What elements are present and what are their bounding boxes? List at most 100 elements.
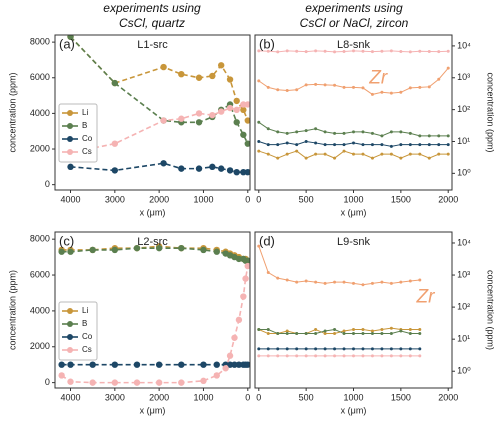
data-point [276,332,280,336]
data-point [155,244,163,252]
data-point [399,280,403,284]
x-tick-label: 2000 [149,194,169,204]
x-tick-label: 3000 [105,194,125,204]
y-tick-label: 4000 [30,305,50,315]
data-point [257,79,261,83]
data-point [352,332,355,336]
data-point [295,143,299,147]
panel-label: (d) [259,233,275,248]
data-point [361,332,365,336]
y-tick-label: 10⁰ [457,168,471,178]
data-point [446,134,450,138]
data-point [333,347,337,351]
data-point [67,248,74,255]
data-point [352,347,355,351]
data-point [240,106,247,114]
data-point [380,332,384,336]
data-point [58,372,65,379]
data-point [399,329,403,333]
data-point [257,149,261,153]
data-point [352,85,355,89]
series-line [61,247,248,262]
data-point [323,130,327,134]
data-point [195,110,203,117]
data-point [437,143,441,147]
data-point [111,246,119,254]
data-point [155,379,163,386]
y-tick-label: 2000 [30,341,50,351]
data-point [361,152,365,156]
data-point [266,152,270,156]
data-point [266,328,270,332]
data-point [257,328,261,332]
data-point [380,134,384,138]
legend-marker [67,334,73,340]
data-point [389,354,393,358]
data-point [295,332,299,336]
data-point [437,152,441,156]
x-tick-label: 0 [256,194,261,204]
data-point [304,156,308,160]
data-point [446,143,450,147]
data-point [342,49,346,53]
data-point [418,347,422,351]
data-point [352,141,355,145]
data-point [370,354,374,358]
data-point [111,79,119,87]
y-tick-label: 2000 [30,143,50,153]
data-point [240,131,247,138]
data-point [209,72,216,80]
data-point [370,143,374,147]
legend-label: Li [82,108,88,117]
y-axis-label: concentration (ppm) [486,72,496,152]
data-point [333,156,337,160]
data-point [266,49,270,53]
data-point [370,50,374,54]
data-point [178,165,185,172]
data-point [266,347,270,351]
data-point [285,141,289,145]
data-point [380,354,384,358]
data-point [133,244,141,252]
data-point [195,74,203,81]
data-point [257,347,261,351]
data-point [389,326,393,330]
y-tick-label: 0 [45,179,50,189]
data-point [304,279,308,283]
data-point [342,149,346,153]
data-point [304,83,308,87]
data-point [399,347,403,351]
x-tick-label: 4000 [60,194,80,204]
data-point [361,86,365,90]
data-point [361,347,365,351]
y-axis-label: concentration (ppm) [7,270,17,350]
data-point [418,85,422,89]
data-point [285,347,289,351]
data-point [155,361,163,368]
data-point [295,49,299,53]
data-point [257,244,261,248]
data-point [370,156,374,160]
data-point [213,248,220,255]
data-point [314,49,318,53]
data-point [89,246,96,254]
data-point [361,354,365,358]
data-point [195,165,203,172]
data-point [304,354,308,358]
data-point [178,244,185,252]
data-point [380,328,384,332]
data-point [67,378,74,385]
data-point [314,82,318,86]
plot-frame [254,231,453,389]
data-point [408,50,412,54]
data-point [235,361,243,368]
panel-label: (c) [59,233,74,248]
x-tick-label: 1000 [193,194,213,204]
data-point [333,332,337,336]
data-point [323,143,327,147]
data-point [323,281,327,285]
data-point [389,347,393,351]
data-point [242,275,249,282]
data-point [160,160,167,167]
